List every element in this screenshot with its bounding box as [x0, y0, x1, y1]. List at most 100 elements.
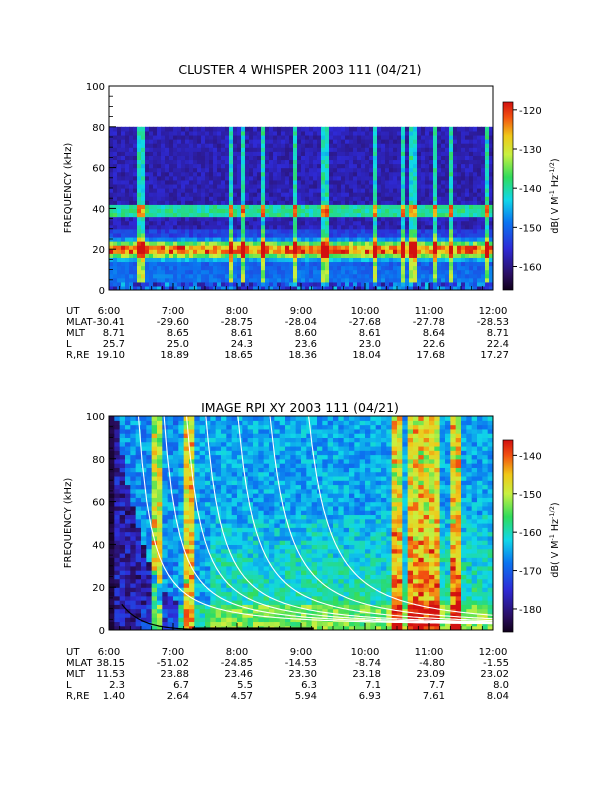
heatmap-cell	[183, 625, 190, 630]
heatmap-cell	[345, 200, 350, 205]
heatmap-cell	[183, 463, 190, 468]
heatmap-cell	[119, 574, 126, 580]
heatmap-cell	[135, 471, 142, 477]
heatmap-cell	[421, 171, 426, 177]
heatmap-cell	[337, 167, 342, 173]
heatmap-cell	[309, 163, 314, 169]
heatmap-cell	[269, 188, 274, 193]
heatmap-cell	[153, 126, 158, 132]
heatmap-cell	[449, 143, 454, 148]
heatmap-cell	[357, 163, 362, 169]
heatmap-cell	[221, 261, 226, 267]
heatmap-cell	[369, 188, 374, 193]
heatmap-cell	[417, 285, 422, 290]
heatmap-cell	[162, 617, 169, 623]
heatmap-cell	[125, 424, 131, 430]
heatmap-cell	[189, 179, 194, 185]
heatmap-cell	[173, 179, 178, 185]
heatmap-cell	[413, 200, 418, 205]
heatmap-cell	[109, 130, 114, 136]
heatmap-cell	[209, 220, 214, 226]
heatmap-cell	[141, 625, 147, 630]
heatmap-cell	[305, 196, 310, 201]
heatmap-cell	[199, 471, 206, 477]
heatmap-cell	[489, 167, 493, 173]
heatmap-cell	[215, 540, 222, 545]
heatmap-cell	[193, 171, 198, 177]
heatmap-cell	[381, 139, 386, 144]
heatmap-cell	[109, 212, 114, 218]
heatmap-cell	[133, 179, 138, 185]
heatmap-cell	[149, 224, 154, 230]
heatmap-cell	[165, 273, 170, 279]
heatmap-cell	[125, 155, 130, 161]
heatmap-cell	[437, 163, 442, 169]
heatmap-cell	[381, 200, 386, 205]
heatmap-cell	[194, 458, 201, 464]
heatmap-cell	[345, 241, 350, 246]
ephemeris-value: 19.10	[96, 350, 125, 361]
heatmap-cell	[273, 151, 278, 156]
heatmap-cell	[453, 171, 458, 177]
heatmap-cell	[357, 216, 362, 222]
heatmap-cell	[189, 269, 194, 275]
heatmap-cell	[481, 269, 486, 275]
heatmap-cell	[397, 192, 402, 197]
heatmap-cell	[465, 130, 470, 136]
heatmap-cell	[157, 548, 163, 554]
heatmap-cell	[489, 216, 493, 222]
heatmap-cell	[325, 139, 330, 144]
heatmap-cell	[237, 188, 242, 193]
heatmap-cell	[229, 212, 234, 218]
heatmap-cell	[217, 155, 222, 161]
heatmap-cell	[133, 245, 138, 250]
heatmap-cell	[113, 200, 118, 205]
heatmap-cell	[429, 216, 434, 222]
heatmap-cell	[445, 130, 450, 136]
heatmap-cell	[353, 236, 358, 242]
heatmap-cell	[189, 531, 195, 537]
heatmap-cell	[141, 126, 146, 132]
heatmap-cell	[162, 608, 169, 614]
heatmap-cell	[137, 277, 142, 283]
colorbar-ticks: -120-130-140-150-160	[513, 106, 542, 274]
heatmap-cell	[177, 163, 182, 169]
heatmap-cell	[178, 540, 185, 545]
heatmap-cell	[381, 196, 386, 201]
heatmap-cell	[369, 155, 374, 161]
heatmap-cell	[209, 192, 214, 197]
heatmap-cell	[169, 208, 174, 214]
heatmap-cell	[135, 428, 142, 434]
heatmap-cell	[293, 151, 298, 156]
heatmap-cell	[217, 192, 222, 197]
heatmap-cell	[377, 196, 382, 201]
heatmap-cell	[209, 249, 214, 254]
heatmap-cell	[333, 204, 338, 209]
heatmap-cell	[153, 269, 158, 275]
heatmap-cell	[317, 261, 322, 267]
heatmap-cell	[361, 155, 366, 161]
heatmap-cell	[425, 163, 430, 169]
heatmap-cell	[485, 245, 490, 250]
heatmap-cell	[385, 143, 390, 148]
heatmap-cell	[337, 273, 342, 279]
heatmap-cell	[146, 488, 153, 494]
heatmap-cell	[365, 281, 370, 287]
heatmap-cell	[441, 134, 446, 140]
heatmap-cell	[449, 183, 454, 189]
heatmap-cell	[149, 232, 154, 238]
heatmap-cell	[261, 285, 266, 290]
heatmap-cell	[253, 216, 258, 222]
heatmap-cell	[129, 216, 134, 222]
heatmap-cell	[369, 200, 374, 205]
heatmap-cell	[153, 179, 158, 185]
heatmap-cell	[345, 257, 350, 263]
heatmap-cell	[209, 159, 214, 165]
heatmap-cell	[194, 488, 201, 494]
heatmap-cell	[197, 232, 202, 238]
heatmap-cell	[173, 424, 179, 430]
heatmap-cell	[449, 167, 454, 173]
heatmap-cell	[281, 163, 286, 169]
heatmap-cell	[401, 257, 406, 263]
heatmap-cell	[193, 241, 198, 246]
